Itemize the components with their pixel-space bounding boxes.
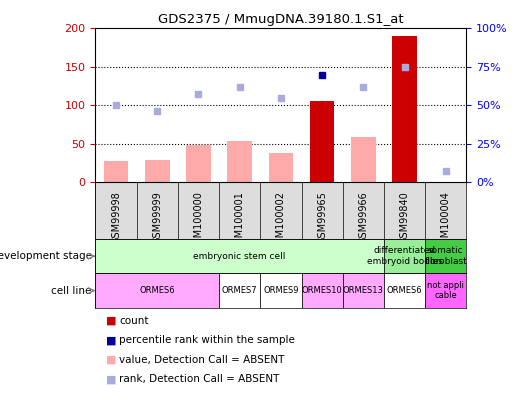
Text: ■: ■	[106, 374, 117, 384]
Text: ORMES13: ORMES13	[343, 286, 384, 295]
Text: ■: ■	[106, 335, 117, 345]
Text: rank, Detection Call = ABSENT: rank, Detection Call = ABSENT	[119, 374, 280, 384]
Text: GSM99840: GSM99840	[400, 191, 410, 243]
FancyBboxPatch shape	[95, 239, 384, 273]
Text: ORMES6: ORMES6	[387, 286, 422, 295]
Text: percentile rank within the sample: percentile rank within the sample	[119, 335, 295, 345]
Bar	[186, 145, 211, 182]
Text: not appli
cable: not appli cable	[427, 281, 464, 300]
FancyBboxPatch shape	[384, 273, 425, 308]
Bar	[104, 161, 128, 182]
Text: GSM99999: GSM99999	[152, 191, 162, 243]
Text: count: count	[119, 316, 149, 326]
Text: GSM99998: GSM99998	[111, 191, 121, 243]
FancyBboxPatch shape	[425, 273, 466, 308]
Title: GDS2375 / MmugDNA.39180.1.S1_at: GDS2375 / MmugDNA.39180.1.S1_at	[158, 13, 404, 26]
Text: development stage: development stage	[0, 251, 92, 261]
Text: ■: ■	[106, 316, 117, 326]
Text: cell line: cell line	[51, 286, 92, 296]
Text: GSM99966: GSM99966	[358, 191, 368, 243]
Text: value, Detection Call = ABSENT: value, Detection Call = ABSENT	[119, 355, 285, 365]
Text: ORMES7: ORMES7	[222, 286, 258, 295]
Text: ORMES6: ORMES6	[139, 286, 175, 295]
Text: GSM99965: GSM99965	[317, 191, 327, 244]
Text: GSM100000: GSM100000	[193, 191, 204, 249]
Text: somatic
fibroblast: somatic fibroblast	[425, 247, 467, 266]
FancyBboxPatch shape	[95, 273, 219, 308]
Text: GSM100002: GSM100002	[276, 191, 286, 250]
FancyBboxPatch shape	[425, 239, 466, 273]
Bar	[351, 137, 376, 182]
Text: GSM100004: GSM100004	[441, 191, 451, 249]
Text: embryonic stem cell: embryonic stem cell	[193, 252, 286, 261]
Text: ORMES10: ORMES10	[302, 286, 342, 295]
Bar	[227, 141, 252, 182]
FancyBboxPatch shape	[260, 273, 302, 308]
Text: GSM100001: GSM100001	[235, 191, 245, 249]
FancyBboxPatch shape	[343, 273, 384, 308]
Bar	[392, 36, 417, 182]
Text: differentiated
embryoid bodies: differentiated embryoid bodies	[367, 247, 443, 266]
Bar	[269, 153, 293, 182]
FancyBboxPatch shape	[384, 239, 425, 273]
Text: ORMES9: ORMES9	[263, 286, 298, 295]
FancyBboxPatch shape	[219, 273, 260, 308]
Bar	[145, 160, 170, 182]
Bar	[310, 101, 334, 182]
FancyBboxPatch shape	[302, 273, 343, 308]
Text: ■: ■	[106, 355, 117, 365]
